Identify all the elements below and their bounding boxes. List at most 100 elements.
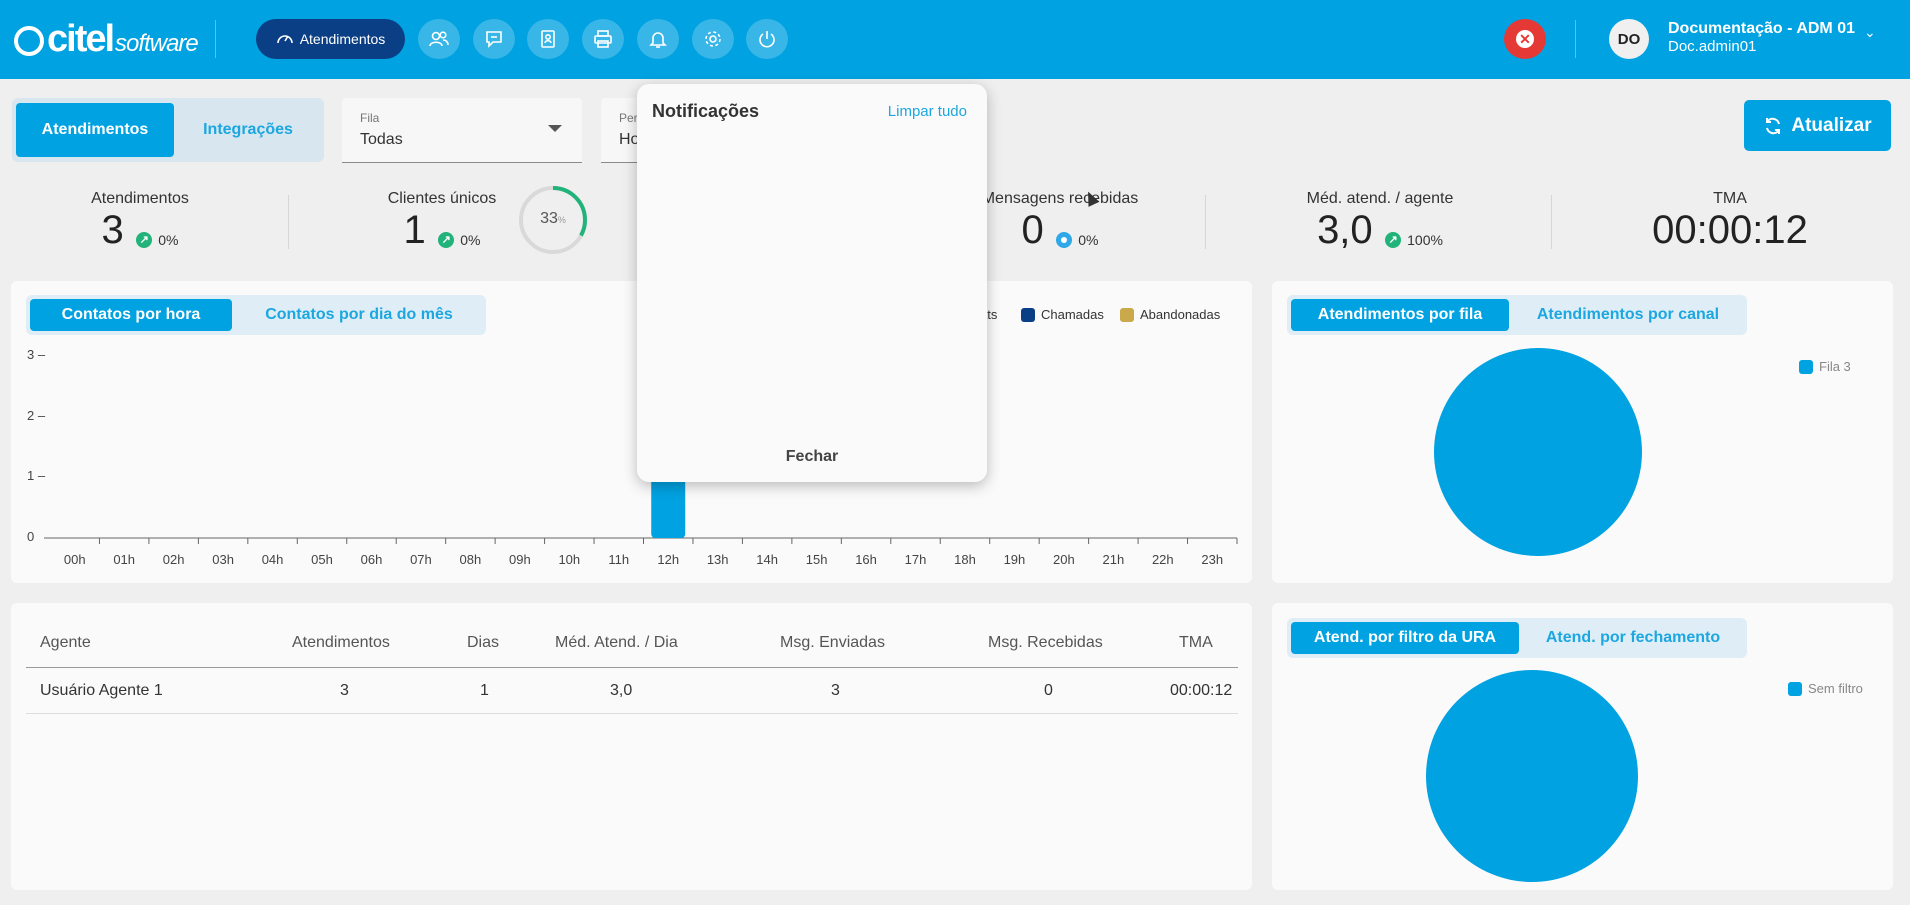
logo-brand: citel	[47, 18, 115, 60]
legend-label: Sem filtro	[1808, 681, 1863, 696]
table-header[interactable]: TMA	[1179, 634, 1213, 651]
nav-notifications-button[interactable]	[637, 19, 679, 59]
ura-pie-slice[interactable]	[1426, 670, 1638, 882]
dashboard-icon	[276, 35, 293, 44]
printer-icon	[594, 30, 612, 48]
divider	[215, 20, 216, 58]
divider	[26, 667, 1238, 668]
legend-item[interactable]: Sem filtro	[1788, 681, 1863, 696]
table-cell: 3	[340, 682, 349, 699]
tab-integracoes[interactable]: Integrações	[203, 121, 293, 138]
table-cell: 00:00:12	[1170, 682, 1233, 699]
legend-label: Abandonadas	[1140, 307, 1221, 322]
x-tick-label: 12h	[657, 552, 680, 567]
legend-item[interactable]: Abandonadas	[1120, 307, 1220, 322]
ring-chart	[519, 186, 587, 254]
tab-contatos-dia[interactable]: Contatos por dia do mês	[265, 306, 453, 323]
stop-button[interactable]: ✕	[1504, 19, 1546, 59]
fila-select[interactable]: Fila Todas	[342, 98, 582, 163]
bar-12h[interactable]	[651, 477, 686, 538]
x-tick-label: 06h	[360, 552, 383, 567]
ura-tabs: Atend. por filtro da URA Atend. por fech…	[1287, 618, 1747, 658]
legend-item[interactable]: Chamadas	[1021, 307, 1104, 322]
stat-value: 3,0	[1317, 208, 1373, 252]
ring-unit: %	[557, 215, 566, 225]
y-tick-label: 2 –	[27, 407, 46, 423]
fila-label: Fila	[360, 111, 380, 125]
user-login[interactable]: Doc.admin01	[1668, 38, 1757, 55]
user-name[interactable]: Documentação - ADM 01	[1668, 20, 1855, 37]
x-tick-label: 15h	[805, 552, 828, 567]
stat-pct: 100%	[1407, 231, 1443, 248]
refresh-label: Atualizar	[1791, 114, 1872, 136]
stat-pct: 0%	[1078, 232, 1099, 248]
tab-atendimentos-canal[interactable]: Atendimentos por canal	[1536, 306, 1720, 323]
divider	[26, 713, 1238, 714]
clientes-ring: 33%	[517, 184, 589, 256]
fila-pie-slice[interactable]	[1434, 348, 1642, 556]
x-tick-label: 04h	[261, 552, 284, 567]
contacts-tabs: Contatos por hora Contatos por dia do mê…	[26, 295, 486, 335]
trend-neutral-icon	[1056, 232, 1073, 248]
avatar[interactable]: DO	[1609, 19, 1649, 59]
nav-logout-button[interactable]	[746, 19, 788, 59]
trend-up-icon: ↗	[1385, 231, 1402, 248]
bell-icon	[649, 32, 667, 48]
stat-value: 0	[1021, 208, 1044, 252]
table-header[interactable]: Dias	[467, 634, 500, 651]
citel-logo: citel software	[14, 18, 199, 61]
legend-label: Fila 3	[1819, 359, 1851, 374]
nav-contacts-button[interactable]	[527, 19, 569, 59]
tab-atendimentos[interactable]: Atendimentos	[16, 103, 174, 157]
close-notifications-button[interactable]: Fechar	[785, 448, 839, 465]
y-tick-label: 3 –	[27, 347, 46, 362]
stat-value: 1	[403, 208, 426, 252]
trend-up-icon: ↗	[438, 231, 455, 248]
contacts-icon	[541, 30, 555, 48]
refresh-icon	[1766, 117, 1781, 134]
x-tick-label: 00h	[63, 552, 86, 567]
clear-all-link[interactable]: Limpar tudo	[887, 103, 967, 120]
contacts-bar-chart	[44, 477, 1238, 544]
x-tick-label: 02h	[162, 552, 185, 567]
stat-clientes: Clientes únicos 1 ↗ 0%	[372, 190, 512, 252]
nav-settings-button[interactable]	[692, 19, 734, 59]
y-tick-label: 0	[27, 529, 35, 544]
nav-print-button[interactable]	[582, 19, 624, 59]
x-tick-label: 10h	[558, 552, 581, 567]
nav-active-label: Atendimentos	[299, 31, 386, 47]
x-tick-label: 22h	[1151, 552, 1174, 567]
stat-mensagens: Mensagens recebidas 0 0%	[975, 190, 1145, 252]
tab-contatos-hora[interactable]: Contatos por hora	[30, 299, 232, 331]
nav-atendimentos-button[interactable]: Atendimentos	[256, 19, 405, 59]
legend-swatch	[1120, 307, 1134, 322]
tab-fechamento[interactable]: Atend. por fechamento	[1545, 629, 1721, 646]
users-icon	[429, 31, 449, 47]
nav-chat-button[interactable]	[473, 19, 515, 59]
table-header[interactable]: Agente	[40, 634, 91, 651]
legend-item[interactable]: Fila 3	[1799, 359, 1851, 374]
ring-progress-arc	[519, 186, 587, 254]
stat-title: Méd. atend. / agente	[1306, 190, 1454, 207]
notifications-title: Notificações	[652, 101, 760, 121]
tab-atendimentos-fila[interactable]: Atendimentos por fila	[1291, 299, 1509, 331]
table-header[interactable]: Méd. Atend. / Dia	[555, 634, 678, 651]
table-header[interactable]: Msg. Enviadas	[780, 634, 885, 651]
stat-value: 3	[101, 208, 124, 252]
x-tick-label: 16h	[855, 552, 877, 567]
notifications-popover: Notificações Limpar tudo Fechar	[637, 84, 987, 482]
chevron-down-icon[interactable]: ⌄	[1864, 24, 1876, 40]
gear-icon	[705, 31, 721, 47]
table-header[interactable]: Atendimentos	[292, 634, 390, 651]
x-tick-label: 23h	[1201, 552, 1224, 567]
x-tick-label: 14h	[756, 552, 778, 567]
nav-users-button[interactable]	[418, 19, 460, 59]
x-tick-label: 09h	[508, 552, 531, 567]
refresh-button[interactable]: Atualizar	[1744, 100, 1891, 151]
x-tick-label: 08h	[459, 552, 482, 567]
stat-title: Clientes únicos	[387, 190, 497, 207]
stat-atendimentos: Atendimentos 3 ↗ 0%	[60, 190, 220, 252]
divider	[288, 195, 289, 249]
table-header[interactable]: Msg. Recebidas	[988, 634, 1103, 651]
tab-filtro-ura[interactable]: Atend. por filtro da URA	[1291, 622, 1519, 654]
